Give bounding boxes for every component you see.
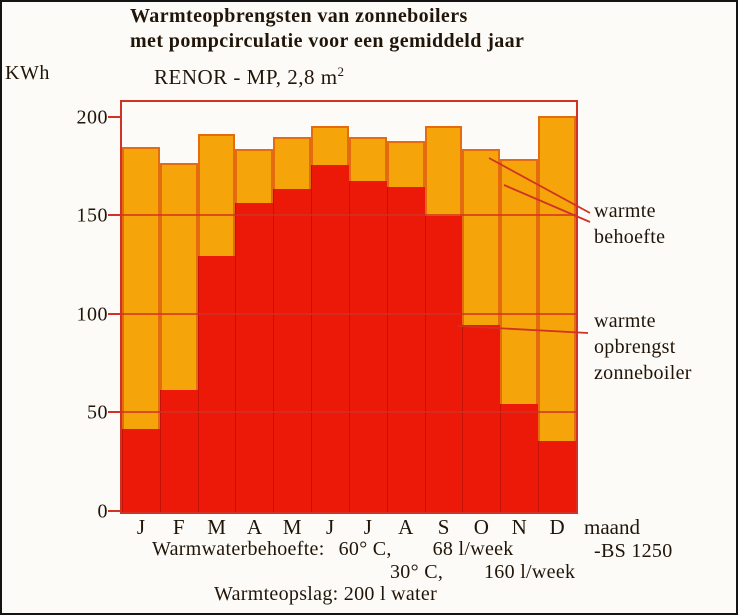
x-tick-label-10: N: [511, 515, 527, 539]
month-slot-9: [462, 102, 501, 512]
x-tick-label-8: S: [437, 515, 450, 539]
footer-warmwaterbehoefte-label: Warmwaterbehoefte:: [152, 538, 325, 560]
chart-subtitle: RENOR - MP, 2,8 m2: [154, 64, 345, 90]
footer-value-60: 68 l/week: [432, 538, 514, 560]
y-tick-mark-100: [108, 312, 120, 315]
legend-warmte-behoefte: warmte behoefte: [594, 200, 666, 248]
chart-title-line2: met pompcirculatie voor een gemiddeld ja…: [130, 30, 525, 52]
legend-warmte-opbrengst-zonneboiler: warmte opbrengst zonneboiler: [594, 310, 692, 384]
x-tick-label-11: D: [549, 515, 565, 539]
bar-opbrengst-11: [538, 441, 576, 512]
x-tick-label-7: A: [398, 515, 414, 539]
y-tick-label-150: 150: [76, 204, 108, 227]
footer-line-30: 30° C, 160 l/week: [390, 561, 575, 584]
bar-opbrengst-7: [386, 186, 425, 512]
chart-title-line1: Warmteopbrengsten van zonneboilers: [130, 5, 468, 27]
bar-opbrengst-10: [500, 403, 539, 512]
gridline-100: [122, 312, 576, 315]
bar-opbrengst-4: [273, 188, 312, 512]
footer-warmwaterbehoefte: Warmwaterbehoefte: 60° C, 68 l/week: [152, 538, 514, 561]
y-tick-mark-200: [108, 115, 120, 118]
x-tick-label-6: J: [363, 515, 372, 539]
y-tick-mark-50: [108, 411, 120, 414]
month-slot-1: [159, 102, 198, 512]
x-tick-label-3: A: [246, 515, 262, 539]
x-tick-label-0: J: [136, 515, 145, 539]
bar-opbrengst-3: [235, 202, 274, 512]
y-tick-label-200: 200: [76, 106, 108, 129]
x-tick-label-1: F: [172, 515, 185, 539]
x-tick-label-5: J: [325, 515, 335, 539]
chart-title: Warmteopbrengsten van zonneboilers met p…: [130, 4, 524, 54]
chart-subtitle-text: RENOR - MP, 2,8 m: [154, 65, 338, 89]
footer-value-30: 160 l/week: [484, 561, 576, 583]
month-slot-4: [273, 102, 312, 512]
y-axis-unit-label: KWh: [5, 62, 50, 84]
bar-opbrengst-1: [159, 389, 198, 512]
x-tick-label-4: M: [282, 515, 302, 539]
chart-subtitle-superscript: 2: [337, 64, 345, 79]
bar-opbrengst-8: [424, 216, 463, 512]
gridline-150: [122, 214, 576, 217]
x-tick-label-9: O: [473, 515, 489, 539]
month-slot-10: [500, 102, 539, 512]
gridline-50: [122, 411, 576, 414]
month-slot-11: [538, 102, 576, 512]
bar-opbrengst-0: [122, 429, 160, 512]
x-axis-label: maand: [584, 515, 640, 539]
bar-opbrengst-5: [311, 165, 349, 512]
y-tick-mark-0: [108, 510, 120, 512]
footer-bs-standard: -BS 1250: [594, 540, 673, 562]
month-slot-3: [235, 102, 274, 512]
month-slot-5: [311, 102, 349, 512]
y-tick-mark-150: [108, 214, 120, 217]
bar-opbrengst-2: [197, 255, 236, 512]
y-tick-label-50: 50: [87, 401, 108, 424]
y-axis: 0 50 100 150 200: [52, 102, 108, 522]
month-slot-6: [348, 102, 387, 512]
footer-temp-30: 30° C,: [390, 561, 444, 583]
y-tick-label-0: 0: [97, 500, 108, 523]
bars: [122, 102, 576, 512]
month-slot-8: [424, 102, 463, 512]
footer-temp-60: 60° C,: [338, 538, 392, 560]
month-slot-7: [386, 102, 425, 512]
footer-warmteopslag: Warmteopslag: 200 l water: [214, 583, 438, 605]
month-slot-2: [197, 102, 236, 512]
bar-opbrengst-9: [462, 324, 501, 512]
month-slot-0: [122, 102, 160, 512]
x-tick-label-2: M: [207, 515, 226, 539]
bar-opbrengst-6: [348, 180, 387, 512]
y-tick-label-100: 100: [76, 303, 108, 326]
